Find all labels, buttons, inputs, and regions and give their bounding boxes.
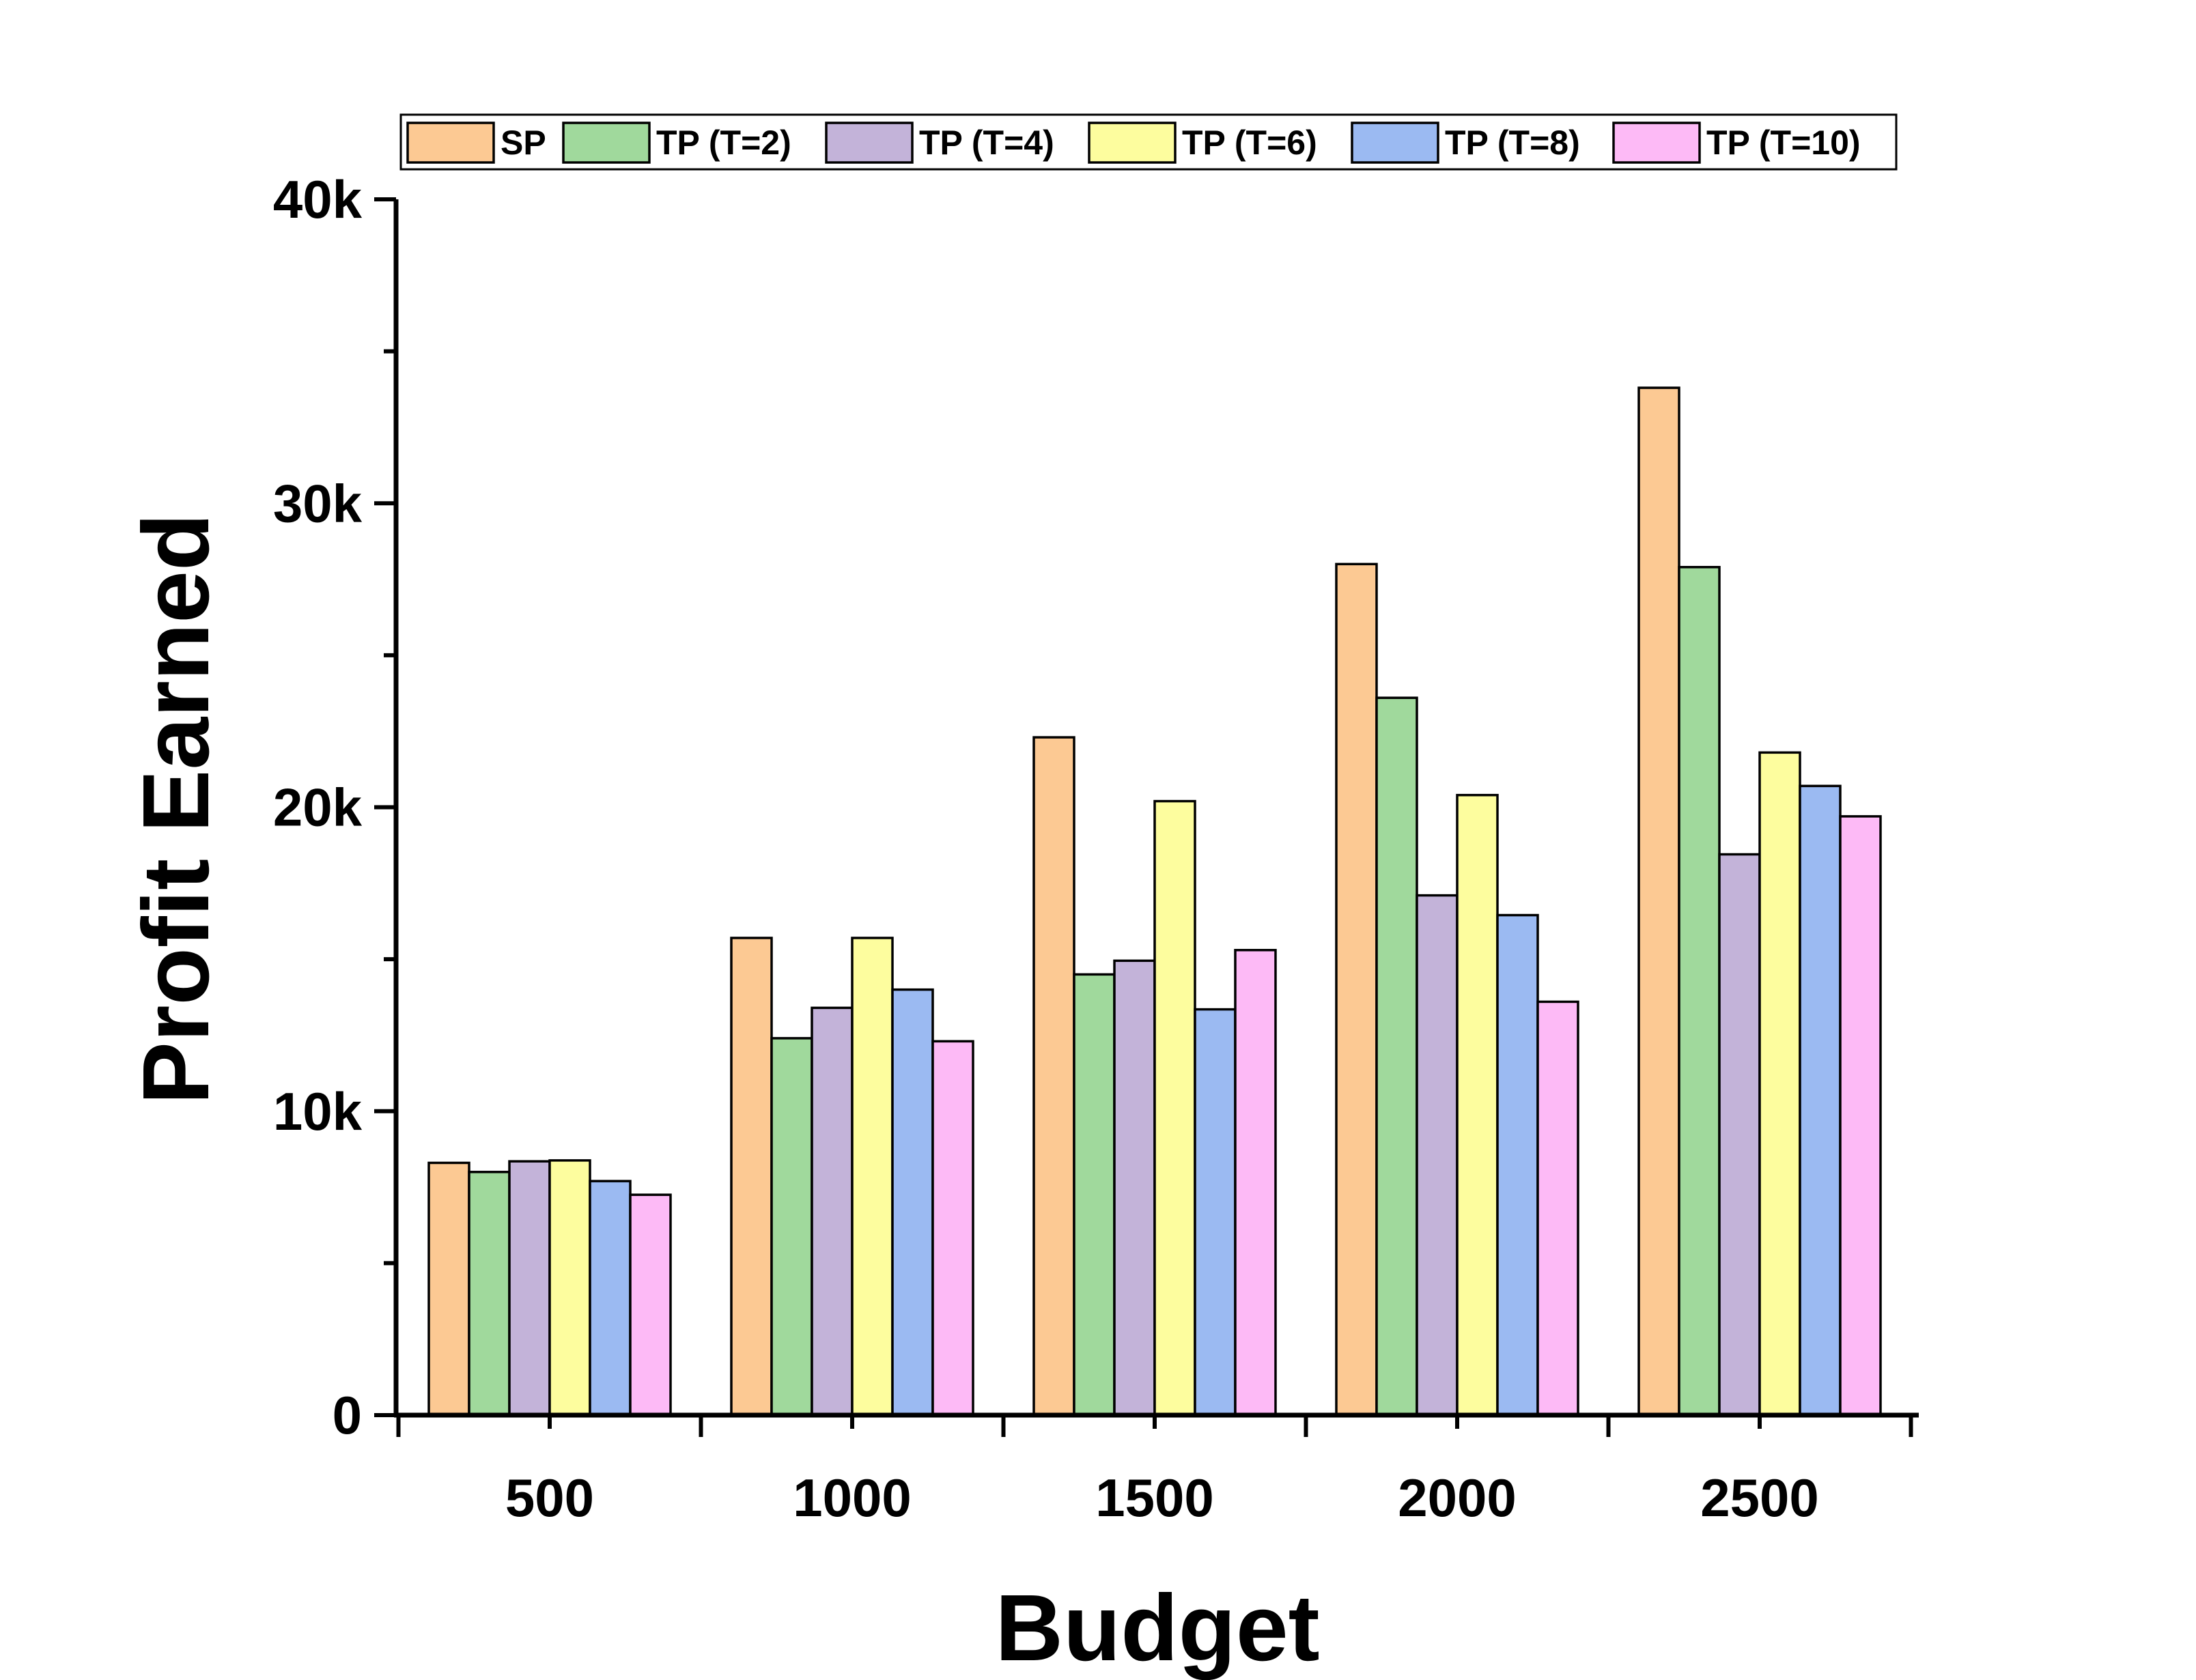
legend: SP TP (T=2) TP (T=4) TP (T=6) TP (T=8) TP (T=…: [399, 113, 1898, 171]
bar-tp-t-8-500: [589, 1180, 632, 1416]
x-tick-label: 1500: [1095, 1468, 1214, 1528]
legend-swatch: [1612, 122, 1701, 164]
legend-swatch: [406, 122, 495, 164]
bar-tp-t-6-2000: [1456, 793, 1499, 1416]
bar-sp-1000: [730, 937, 773, 1416]
x-tick-label: 2000: [1398, 1468, 1517, 1528]
bar-tp-t-4-2500: [1718, 853, 1761, 1416]
legend-label: TP (T=6): [1182, 124, 1317, 162]
bar-sp-1500: [1032, 736, 1075, 1416]
bar-tp-t-4-1500: [1113, 959, 1156, 1416]
bar-tp-t-2-2500: [1678, 566, 1721, 1416]
bar-tp-t-6-1000: [851, 937, 894, 1416]
bar-tp-t-6-500: [548, 1159, 591, 1416]
legend-swatch: [562, 122, 651, 164]
y-tick-label: 0: [333, 1385, 362, 1445]
legend-label: TP (T=4): [919, 124, 1054, 162]
bar-tp-t-10-2500: [1839, 815, 1882, 1416]
bar-tp-t-10-500: [629, 1193, 672, 1416]
bar-tp-t-8-1000: [891, 988, 934, 1416]
bar-tp-t-4-2000: [1416, 894, 1459, 1416]
legend-label: TP (T=10): [1706, 124, 1861, 162]
x-axis-title: Budget: [995, 1576, 1319, 1680]
bar-tp-t-10-1000: [931, 1040, 974, 1416]
x-tick-label: 500: [505, 1468, 594, 1528]
bar-sp-500: [427, 1161, 470, 1416]
bar-tp-t-2-1500: [1073, 973, 1116, 1416]
x-tick-label: 1000: [793, 1468, 912, 1528]
x-tick-label: 2500: [1700, 1468, 1819, 1528]
bar-sp-2500: [1637, 386, 1680, 1416]
y-tick-label: 20k: [273, 778, 363, 838]
bar-tp-t-8-1500: [1194, 1008, 1237, 1416]
bar-sp-2000: [1335, 563, 1378, 1416]
bar-tp-t-8-2500: [1799, 784, 1842, 1416]
legend-swatch: [825, 122, 914, 164]
bar-tp-t-4-1000: [811, 1006, 854, 1416]
bar-tp-t-8-2000: [1496, 913, 1539, 1416]
y-tick-label: 30k: [273, 473, 363, 533]
legend-swatch: [1088, 122, 1177, 164]
bar-tp-t-10-2000: [1536, 1000, 1579, 1416]
bar-tp-t-4-500: [508, 1160, 551, 1416]
axes: 0 10k 20k 30k 40k 500 1000 1500 2000 2500: [273, 169, 1919, 1528]
bar-tp-t-2-1000: [770, 1037, 813, 1416]
y-tick-label: 40k: [273, 169, 363, 229]
bar-tp-t-10-1500: [1234, 949, 1277, 1416]
legend-label: TP (T=8): [1445, 124, 1580, 162]
legend-swatch: [1351, 122, 1439, 164]
bar-tp-t-6-2500: [1758, 751, 1801, 1416]
bar-tp-t-6-1500: [1153, 799, 1196, 1416]
legend-label: TP (T=2): [656, 124, 791, 162]
y-axis-title: Profit Earned: [124, 513, 229, 1105]
legend-label: SP: [501, 124, 546, 162]
bar-tp-t-2-2000: [1375, 696, 1418, 1416]
bars: [427, 386, 1882, 1416]
bar-tp-t-2-500: [468, 1171, 511, 1416]
y-tick-label: 10k: [273, 1081, 363, 1141]
